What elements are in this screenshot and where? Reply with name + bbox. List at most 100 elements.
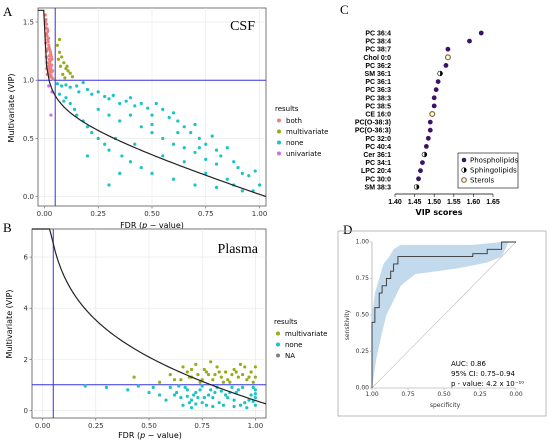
y-tick-label: 6 [24,254,29,262]
point-none [240,189,244,193]
x-tick-label: 1.00 [248,422,264,430]
point-multivariate [61,72,65,76]
lipid-label: SM 36:1 [365,71,392,78]
vip-point-phospholipid [433,87,439,93]
lipid-label: PC 36:2 [365,63,391,70]
panel-d-ci-annotation: 95% CI: 0.75–0.94 [451,370,516,378]
point-none [245,406,249,410]
point-none [161,136,165,141]
lipid-label: PC(O-36:3) [355,128,391,135]
point-none [150,122,154,127]
panel-a-grid [38,8,266,206]
point-none [238,403,243,407]
point-multivariate [251,380,255,384]
panel-a-y-axis-label: Multivariate (VIP) [7,73,16,142]
point-multivariate [226,378,230,382]
point-none [200,384,204,388]
point-both [50,63,54,67]
point-both [44,18,48,22]
lipid-label: Chol 0:0 [363,55,391,62]
point-multivariate [57,50,62,54]
point-multivariate [213,372,217,377]
point-none [236,165,240,170]
vip-point-sterol [444,54,451,61]
panel-b-y-ticks: 0 2 4 6 [24,254,32,415]
panel-b-x-axis-label: FDR (p − value) [118,431,182,440]
legend-swatch-none [277,140,281,145]
lipid-label: PC 38:4 [365,39,391,46]
point-multivariate [132,375,136,379]
chance-diagonal [371,241,517,389]
point-none [172,393,177,397]
legend-label-phospholipids: Phospholipids [470,157,518,165]
panel-b-plasma-scatter: B Plasma 0.00 0.25 0.50 0.75 1.00 0 2 4 6 FDR (… [3,220,328,440]
point-none [192,393,196,397]
point-none [90,92,94,96]
point-multivariate [56,57,61,61]
point-none [168,385,172,389]
point-none [176,131,180,135]
point-none [126,388,130,392]
x-tick-label: 1.40 [388,199,402,206]
panel-d-frame [337,230,547,417]
y-tick-label: 0 [24,407,28,415]
point-none [183,385,187,389]
point-multivariate [58,64,63,68]
point-none [240,171,244,175]
x-tick-label: 0.25 [88,422,104,430]
vip-point-phospholipid [478,30,484,36]
point-none [81,80,85,85]
lipid-label: PC 40:4 [365,144,391,151]
point-none [171,177,176,181]
panel-d-y-axis-label: sensitivity [344,309,351,340]
point-none [204,171,208,175]
point-multivariate [238,362,243,366]
legend-label-multivariate: multivariate [286,128,329,136]
point-none [182,125,186,129]
point-none [232,160,236,164]
panel-a-y-ticks: 0.0 0.5 1.0 1.5 [23,18,38,201]
vip-point-phospholipid [425,135,431,141]
legend-title: results [275,105,299,113]
point-none [253,403,257,407]
panel-d-roc-curve: D 1.00 0.75 0.50 0.25 0.00 0.000.250.500.751… [337,222,547,417]
lipid-label: PC 36:4 [365,31,391,38]
point-none [193,150,197,155]
vip-point-phospholipid [435,79,441,84]
point-none [104,385,109,389]
vip-point-phospholipid [420,160,425,166]
legend-swatch-both [277,118,281,123]
vip-point-phospholipid [427,119,433,125]
point-none [85,154,90,158]
x-tick-label: 0.00 [35,422,51,430]
point-univariate [47,84,51,88]
point-multivariate [236,375,240,379]
point-none [193,122,197,127]
legend-label-multivariate: multivariate [285,330,328,338]
point-multivariate [232,367,236,372]
point-none [77,90,81,94]
point-multivariate [206,372,211,377]
point-none [171,111,176,115]
point-multivariate [65,64,69,68]
panel-a-legend: results both multivariate none univariate [275,105,329,158]
point-multivariate [209,360,213,364]
point-none [189,398,194,402]
point-none [185,388,189,392]
lipid-label: PC 36:3 [365,87,391,94]
point-multivariate [189,367,194,372]
point-both [45,27,50,31]
y-tick-label: 0.25 [356,348,370,355]
point-none [133,142,137,146]
vip-point-sphingolipid-half [416,184,419,190]
legend-label-both: both [286,117,302,125]
point-none [150,131,154,135]
panel-c-x-ticks: 1.40 1.45 1.50 1.55 1.60 1.65 [388,194,500,206]
panel-a-points [43,13,262,193]
point-none [193,183,197,187]
point-none [197,146,201,150]
point-none [200,401,204,405]
x-tick-label: 1.00 [365,391,379,398]
lipid-label: PC 38:3 [365,95,391,102]
